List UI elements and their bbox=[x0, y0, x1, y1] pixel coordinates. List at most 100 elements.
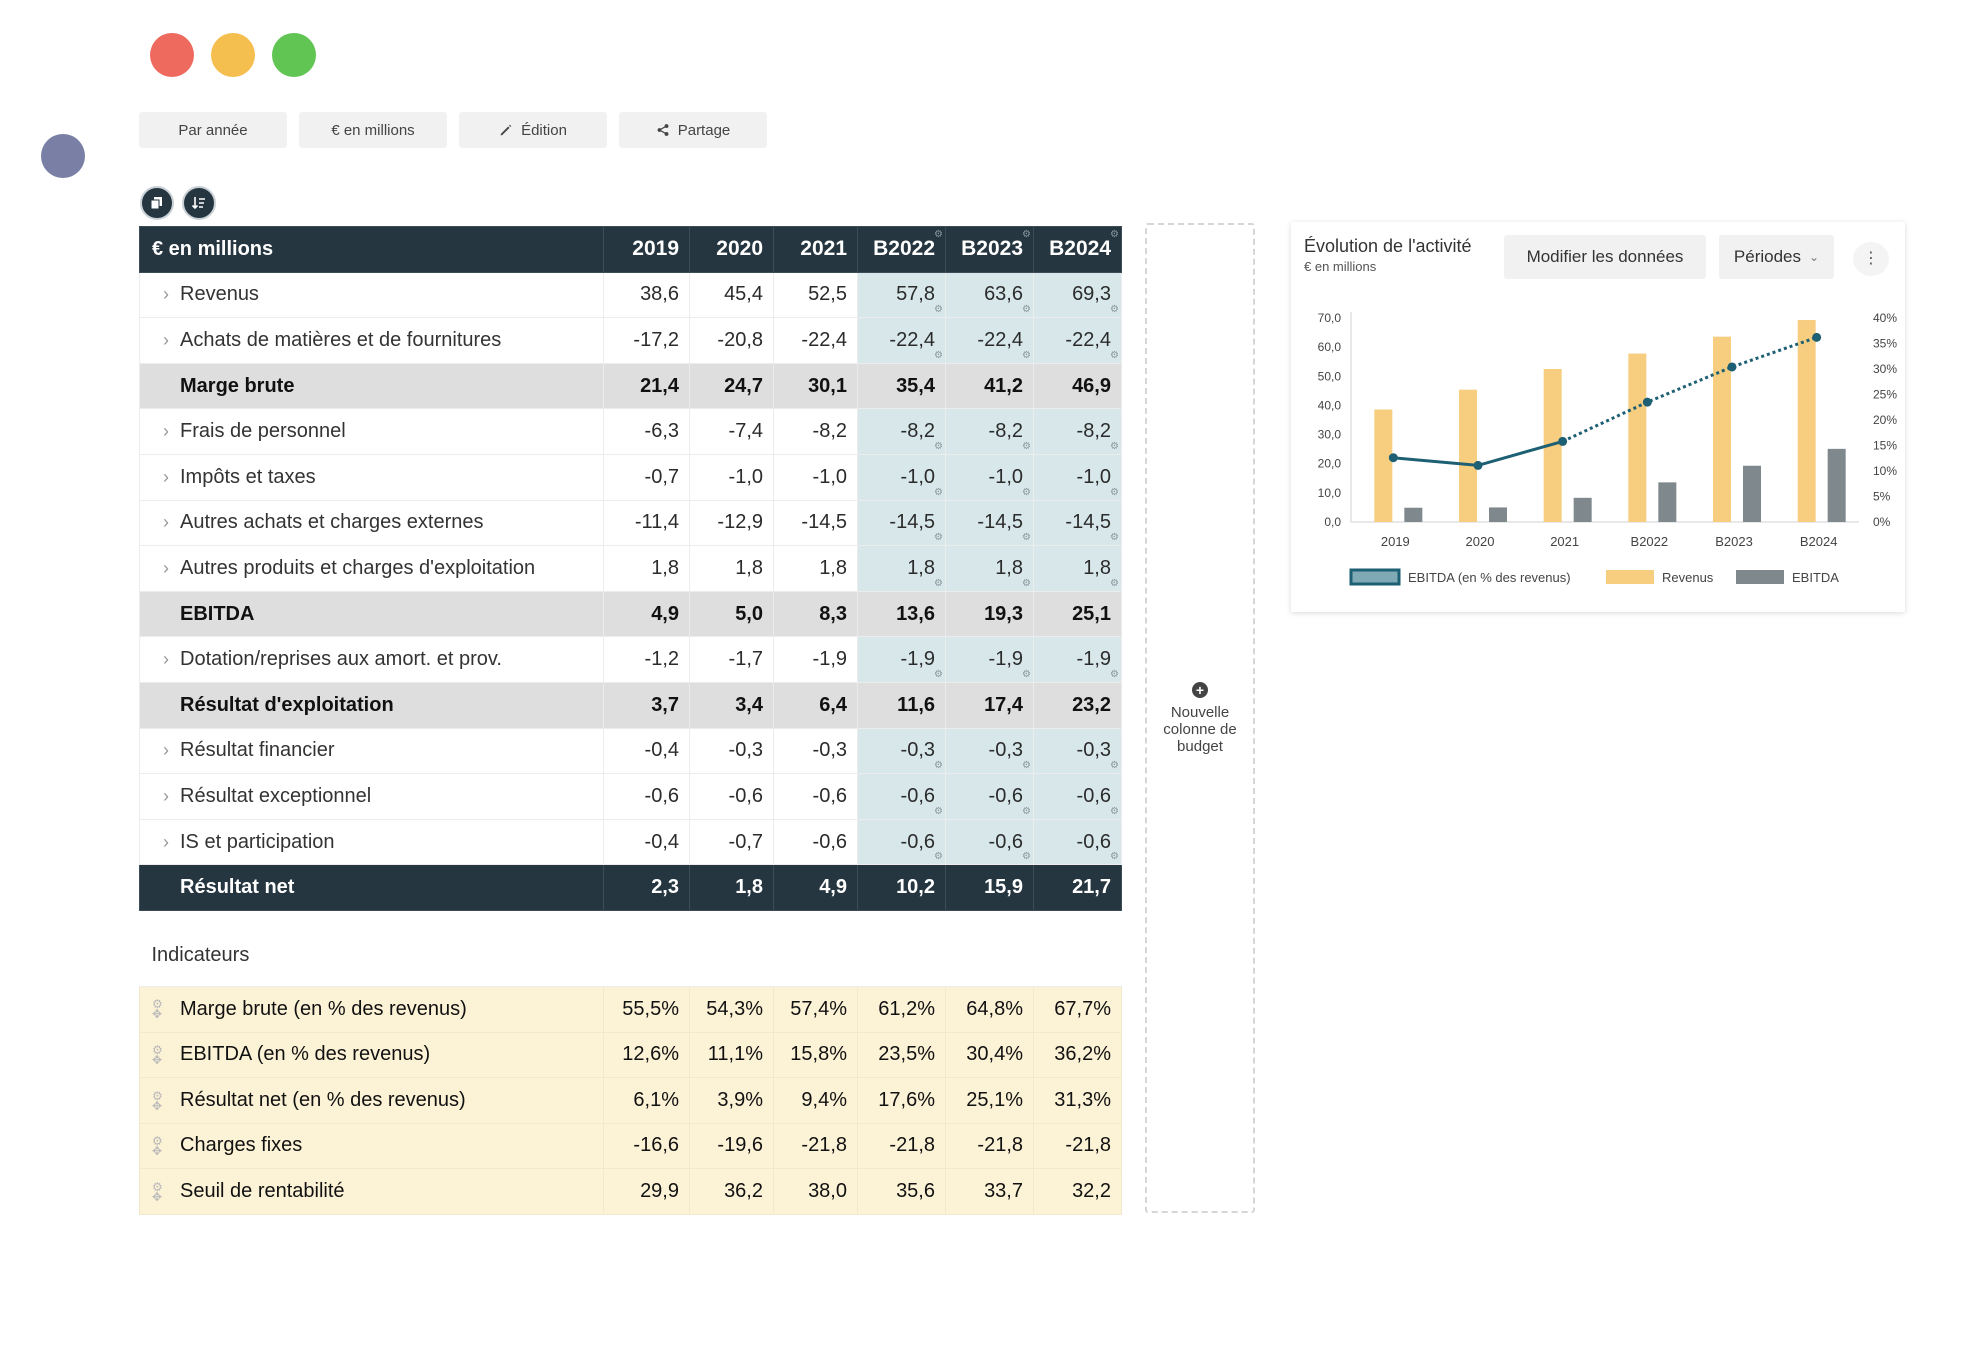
budget-value-cell[interactable]: -0,3 ⚙ bbox=[1033, 727, 1122, 775]
budget-value-cell[interactable]: -8,2 ⚙ bbox=[1033, 408, 1122, 455]
gear-icon[interactable]: ⚙ bbox=[934, 760, 943, 772]
budget-value-cell[interactable]: -1,9 ⚙ bbox=[1033, 636, 1122, 683]
row-label-cell[interactable]: › Résultat financier bbox=[139, 727, 604, 775]
budget-value-cell[interactable]: 1,8 ⚙ bbox=[1033, 545, 1122, 592]
table-row[interactable]: › Impôts et taxes -0,7 -1,0 -1,0 -1,0 ⚙ -1,0 ⚙ -1… bbox=[139, 453, 1122, 501]
chevron-right-icon[interactable]: › bbox=[163, 831, 169, 852]
budget-value-cell[interactable]: -1,0 ⚙ bbox=[857, 453, 946, 501]
budget-value-cell[interactable]: -8,2 ⚙ bbox=[945, 408, 1034, 455]
gear-icon[interactable]: ⚙ bbox=[934, 349, 943, 361]
budget-value-cell[interactable]: 63,6 ⚙ bbox=[945, 271, 1034, 319]
indicator-row[interactable]: ⚙ ✥ Charges fixes -16,6 -19,6 -21,8 -21,8 -21,8… bbox=[139, 1122, 1122, 1170]
edit-button[interactable]: Édition bbox=[459, 112, 607, 148]
gear-icon[interactable]: ⚙ bbox=[934, 532, 943, 544]
year-header[interactable]: 2020 bbox=[689, 226, 774, 273]
row-label-cell[interactable]: › Frais de personnel bbox=[139, 408, 604, 455]
indicator-row[interactable]: ⚙ ✥ Résultat net (en % des revenus) 6,1% 3,9… bbox=[139, 1077, 1122, 1124]
gear-icon[interactable]: ⚙ bbox=[1110, 851, 1119, 863]
unit-button[interactable]: € en millions bbox=[299, 112, 447, 148]
table-row[interactable]: › Autres achats et charges externes -11,4 -… bbox=[139, 499, 1122, 547]
row-label-cell[interactable]: › Achats de matières et de fournitures bbox=[139, 317, 604, 364]
gear-icon[interactable]: ⚙ bbox=[934, 229, 943, 240]
gear-icon[interactable]: ⚙ bbox=[1110, 668, 1119, 680]
gear-icon[interactable]: ⚙ bbox=[1110, 486, 1119, 498]
indicator-row[interactable]: ⚙ ✥ EBITDA (en % des revenus) 12,6% 11,1% 15,… bbox=[139, 1031, 1122, 1079]
chevron-right-icon[interactable]: › bbox=[163, 740, 169, 761]
table-row[interactable]: › Autres produits et charges d'exploitati… bbox=[139, 545, 1122, 592]
gear-icon[interactable]: ⚙ bbox=[1022, 440, 1031, 452]
new-budget-column-button[interactable]: + Nouvelle colonne de budget bbox=[1145, 223, 1255, 1213]
chevron-right-icon[interactable]: › bbox=[163, 512, 169, 533]
gear-icon[interactable]: ⚙ bbox=[1022, 805, 1031, 817]
gear-icon[interactable]: ⚙ bbox=[1110, 304, 1119, 316]
row-label-cell[interactable]: › Impôts et taxes bbox=[139, 453, 604, 501]
table-row[interactable]: › Résultat exceptionnel -0,6 -0,6 -0,6 -0,6 ⚙ -… bbox=[139, 773, 1122, 820]
row-label-cell[interactable]: › IS et participation bbox=[139, 818, 604, 866]
budget-value-cell[interactable]: -14,5 ⚙ bbox=[945, 499, 1034, 547]
gear-icon[interactable]: ⚙ bbox=[1022, 668, 1031, 680]
budget-year-header[interactable]: B2024 ⚙ bbox=[1033, 226, 1122, 273]
budget-value-cell[interactable]: -0,6 ⚙ bbox=[857, 818, 946, 866]
gear-icon[interactable]: ⚙ bbox=[1110, 532, 1119, 544]
window-minimize-button[interactable] bbox=[211, 33, 255, 77]
gear-icon[interactable]: ⚙ bbox=[1110, 577, 1119, 589]
by-year-button[interactable]: Par année bbox=[139, 112, 287, 148]
window-maximize-button[interactable] bbox=[272, 33, 316, 77]
gear-icon[interactable]: ⚙ bbox=[1110, 760, 1119, 772]
budget-value-cell[interactable]: -0,6 ⚙ bbox=[1033, 773, 1122, 820]
gear-icon[interactable]: ⚙ bbox=[1110, 805, 1119, 817]
gear-icon[interactable]: ⚙ bbox=[934, 304, 943, 316]
table-row[interactable]: › Dotation/reprises aux amort. et prov. -1… bbox=[139, 636, 1122, 683]
budget-value-cell[interactable]: -1,9 ⚙ bbox=[945, 636, 1034, 683]
gear-icon[interactable]: ⚙ bbox=[934, 577, 943, 589]
budget-value-cell[interactable]: -0,6 ⚙ bbox=[857, 773, 946, 820]
drag-settings-icon[interactable]: ⚙ ✥ bbox=[152, 1134, 163, 1159]
table-row[interactable]: › Frais de personnel -6,3 -7,4 -8,2 -8,2 ⚙ -8,2… bbox=[139, 408, 1122, 455]
budget-value-cell[interactable]: -1,9 ⚙ bbox=[857, 636, 946, 683]
budget-value-cell[interactable]: -1,0 ⚙ bbox=[945, 453, 1034, 501]
chevron-right-icon[interactable]: › bbox=[163, 785, 169, 806]
chevron-right-icon[interactable]: › bbox=[163, 649, 169, 670]
year-header[interactable]: 2021 bbox=[773, 226, 858, 273]
year-header[interactable]: 2019 bbox=[603, 226, 690, 273]
budget-value-cell[interactable]: -0,6 ⚙ bbox=[1033, 818, 1122, 866]
gear-icon[interactable]: ⚙ bbox=[1022, 486, 1031, 498]
gear-icon[interactable]: ⚙ bbox=[934, 851, 943, 863]
budget-value-cell[interactable]: -22,4 ⚙ bbox=[1033, 317, 1122, 364]
periods-dropdown[interactable]: Périodes ⌄ bbox=[1719, 235, 1834, 279]
share-button[interactable]: Partage bbox=[619, 112, 767, 148]
modify-data-button[interactable]: Modifier les données bbox=[1504, 235, 1706, 279]
gear-icon[interactable]: ⚙ bbox=[1110, 229, 1119, 240]
budget-value-cell[interactable]: -14,5 ⚙ bbox=[857, 499, 946, 547]
budget-value-cell[interactable]: -0,6 ⚙ bbox=[945, 773, 1034, 820]
budget-value-cell[interactable]: -1,0 ⚙ bbox=[1033, 453, 1122, 501]
indicator-row[interactable]: ⚙ ✥ Marge brute (en % des revenus) 55,5% 54,… bbox=[139, 985, 1122, 1033]
drag-settings-icon[interactable]: ⚙ ✥ bbox=[152, 1043, 163, 1068]
copy-button[interactable] bbox=[140, 186, 174, 220]
gear-icon[interactable]: ⚙ bbox=[934, 668, 943, 680]
table-row[interactable]: › Résultat financier -0,4 -0,3 -0,3 -0,3 ⚙ -0,3… bbox=[139, 727, 1122, 775]
table-row[interactable]: › Revenus 38,6 45,4 52,5 57,8 ⚙ 63,6 ⚙ 69,3 ⚙ bbox=[139, 271, 1122, 319]
avatar[interactable] bbox=[41, 134, 85, 178]
budget-value-cell[interactable]: 1,8 ⚙ bbox=[945, 545, 1034, 592]
gear-icon[interactable]: ⚙ bbox=[934, 440, 943, 452]
budget-value-cell[interactable]: 1,8 ⚙ bbox=[857, 545, 946, 592]
budget-value-cell[interactable]: -14,5 ⚙ bbox=[1033, 499, 1122, 547]
indicator-row[interactable]: ⚙ ✥ Seuil de rentabilité 29,9 36,2 38,0 35,6 33… bbox=[139, 1168, 1122, 1215]
chevron-right-icon[interactable]: › bbox=[163, 557, 169, 578]
gear-icon[interactable]: ⚙ bbox=[1022, 532, 1031, 544]
gear-icon[interactable]: ⚙ bbox=[1022, 760, 1031, 772]
window-close-button[interactable] bbox=[150, 33, 194, 77]
row-label-cell[interactable]: › Résultat exceptionnel bbox=[139, 773, 604, 820]
budget-value-cell[interactable]: -22,4 ⚙ bbox=[857, 317, 946, 364]
gear-icon[interactable]: ⚙ bbox=[934, 486, 943, 498]
drag-settings-icon[interactable]: ⚙ ✥ bbox=[152, 1088, 163, 1113]
chevron-right-icon[interactable]: › bbox=[163, 329, 169, 350]
gear-icon[interactable]: ⚙ bbox=[1022, 851, 1031, 863]
row-label-cell[interactable]: › Autres achats et charges externes bbox=[139, 499, 604, 547]
table-row[interactable]: › Achats de matières et de fournitures -17… bbox=[139, 317, 1122, 364]
budget-value-cell[interactable]: -8,2 ⚙ bbox=[857, 408, 946, 455]
budget-value-cell[interactable]: -0,6 ⚙ bbox=[945, 818, 1034, 866]
chevron-right-icon[interactable]: › bbox=[163, 284, 169, 305]
drag-settings-icon[interactable]: ⚙ ✥ bbox=[152, 1179, 163, 1204]
